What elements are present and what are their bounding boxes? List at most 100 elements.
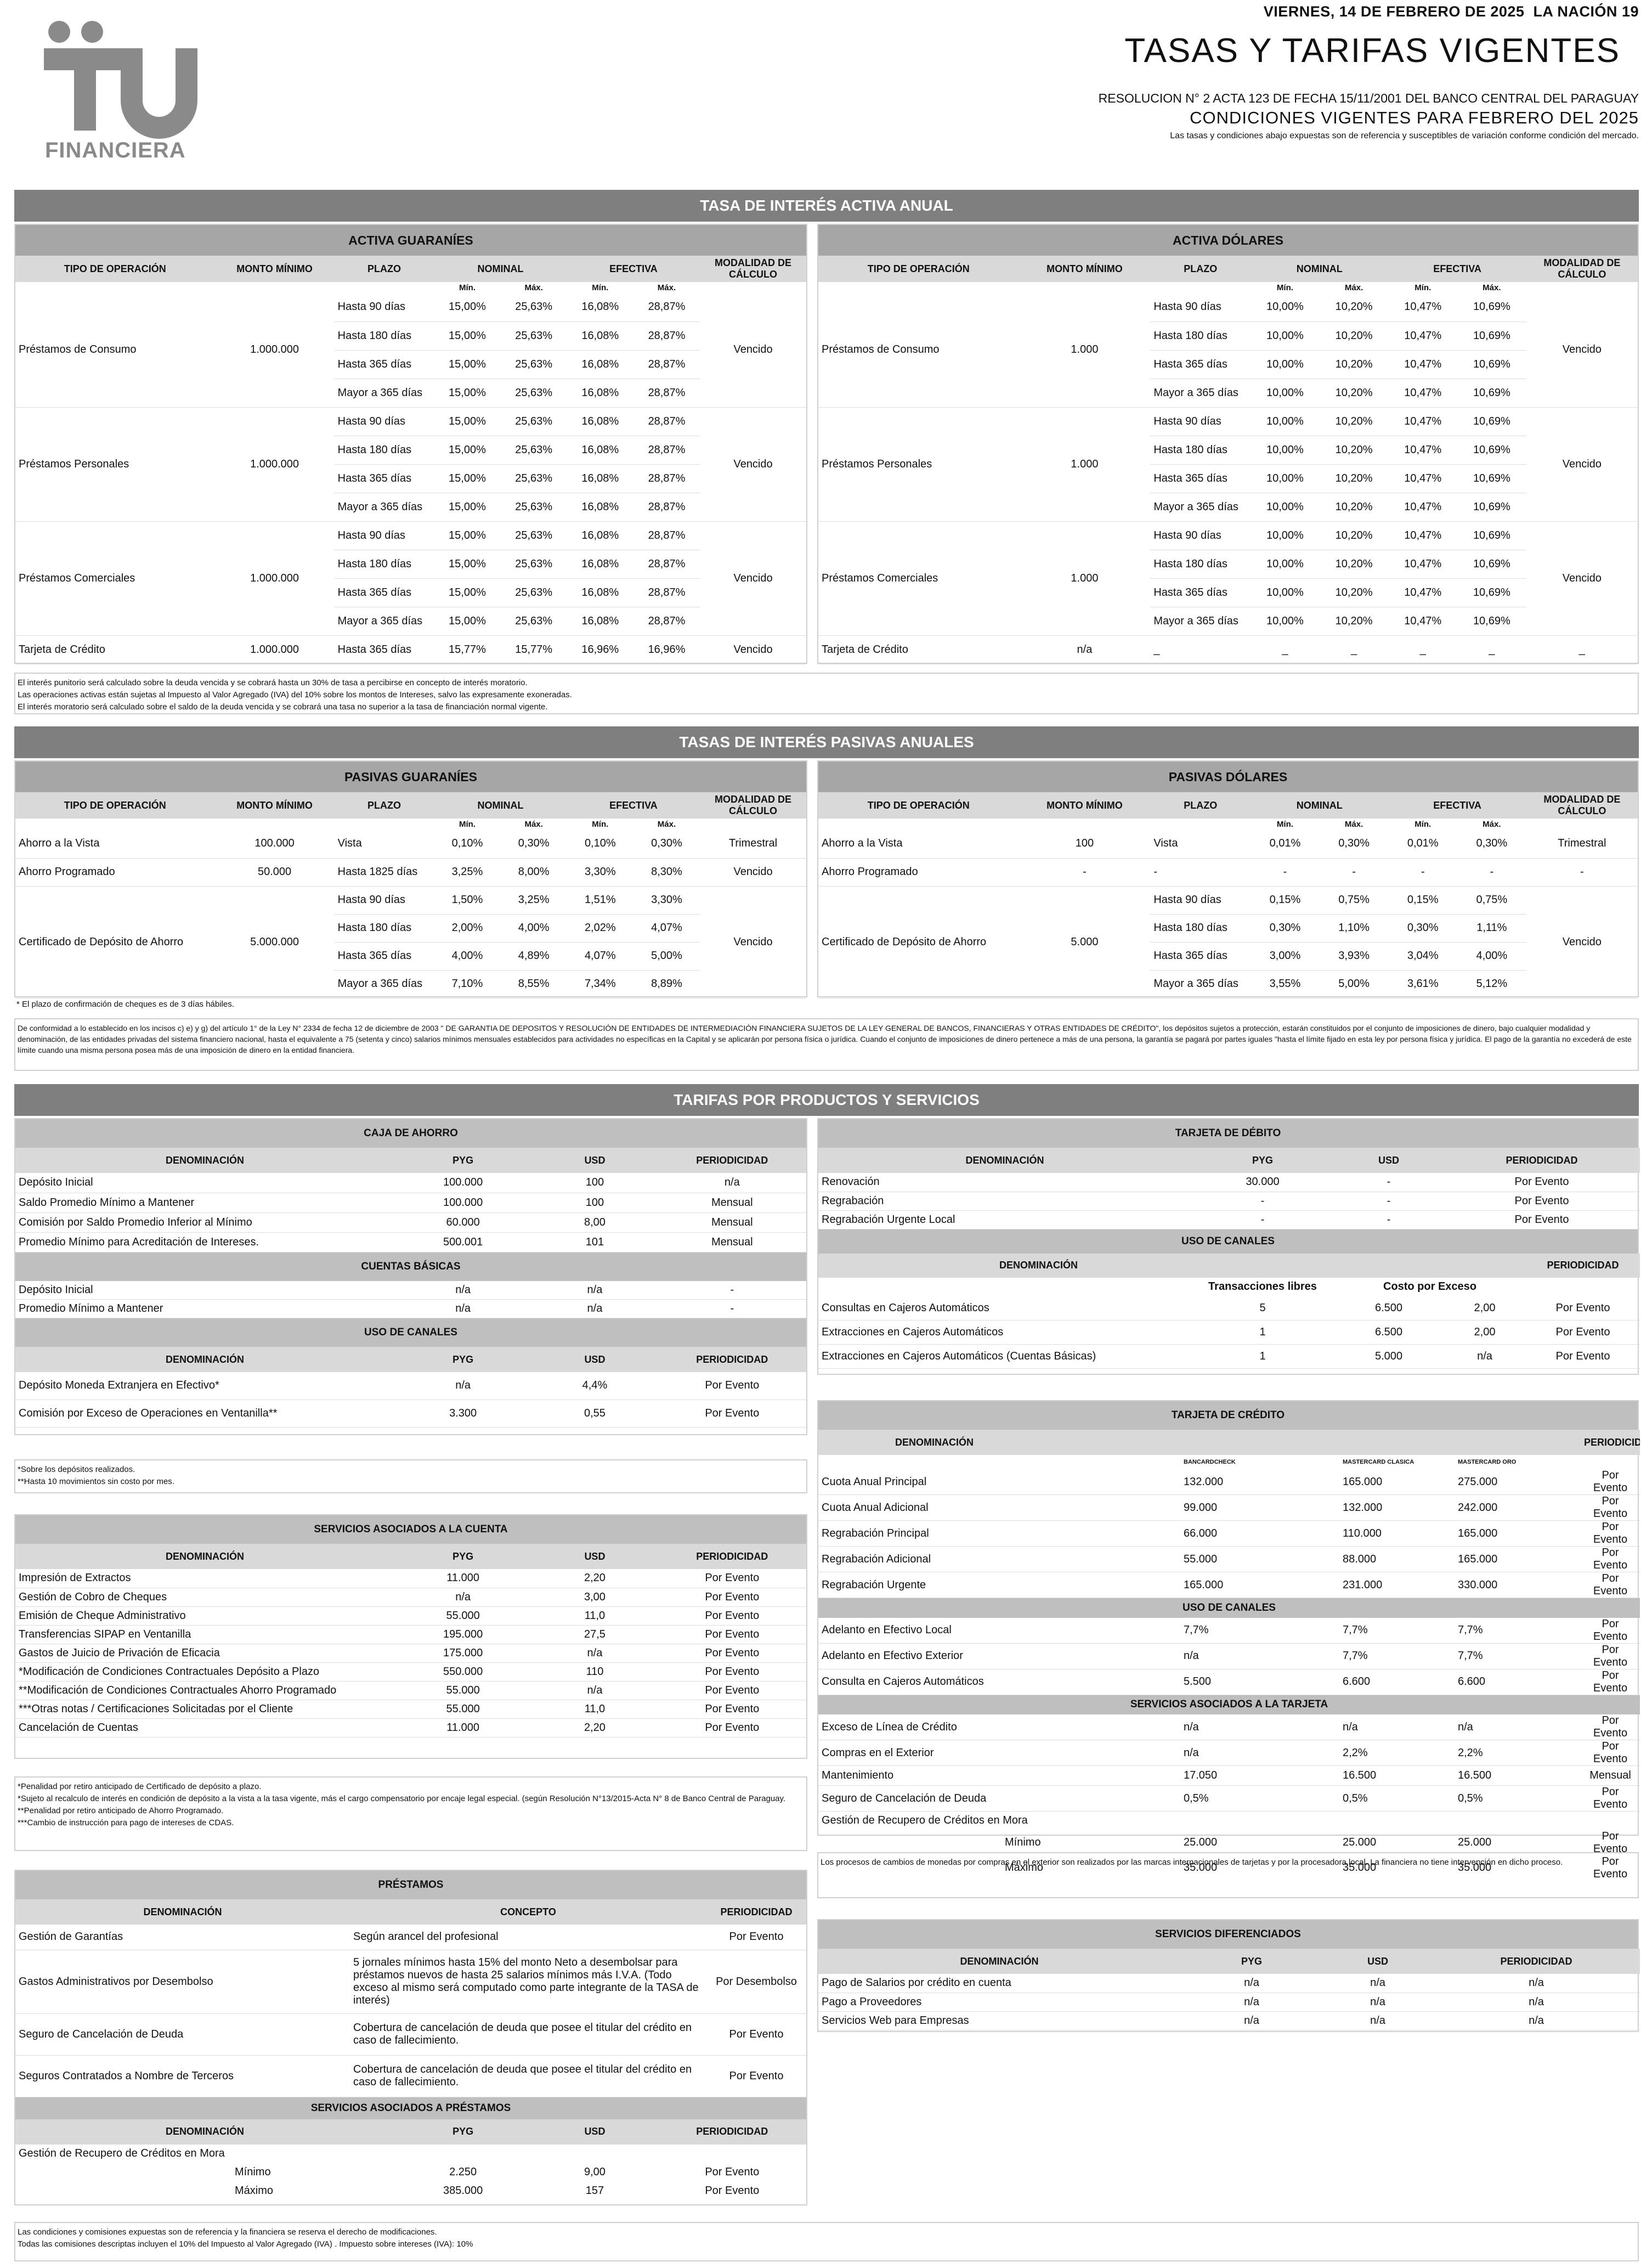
sub-title: ACTIVA DÓLARES — [818, 225, 1638, 256]
table-row: Regrabación - - Por Evento — [818, 1192, 1640, 1211]
calc-mode: Vencido — [700, 293, 806, 408]
nominal-min: - — [1251, 858, 1320, 887]
col-per: PERIODICIDAD — [706, 1899, 806, 1925]
table-row: Hasta 180 días 15,00% 25,63% 16,08% 28,87% — [15, 321, 806, 351]
cell: 7,7% — [1180, 1617, 1339, 1644]
col-blank — [1019, 819, 1151, 830]
cell: Adelanto en Efectivo Exterior — [818, 1643, 1180, 1669]
nominal-max: 10,20% — [1319, 407, 1389, 436]
cell: Mensual — [658, 1232, 806, 1253]
effective-max: 5,12% — [1457, 970, 1526, 998]
blank — [818, 1455, 1180, 1469]
effective-min: 4,07% — [567, 942, 633, 971]
sub-title: ACTIVA GUARANÍES — [15, 225, 806, 256]
cell: 16.500 — [1455, 1765, 1581, 1786]
effective-max: 28,87% — [633, 464, 700, 493]
col-per: PERIODICIDAD — [1433, 1949, 1640, 1974]
table-row: Gastos Administrativos por Desembolso 5 j… — [15, 1950, 806, 2014]
cell: 0,5% — [1339, 1785, 1455, 1812]
mora-label: Gestión de Recupero de Créditos en Mora — [822, 1814, 1028, 1827]
cell: 0,5% — [1180, 1785, 1339, 1812]
effective-min: - — [1388, 858, 1458, 887]
effective-min: 16,08% — [567, 350, 633, 379]
col-min: Mín. — [434, 819, 501, 830]
cell: 165.000 — [1455, 1520, 1581, 1547]
sub-title: SERVICIOS ASOCIADOS A LA TARJETA — [818, 1695, 1640, 1714]
cell: Gestión de Garantías — [15, 1925, 350, 1950]
cell: 100.000 — [394, 1173, 532, 1193]
term: Hasta 90 días — [334, 293, 434, 322]
table-row: Renovación 30.000- Por Evento — [818, 1173, 1640, 1192]
serv-prest-grid: DENOMINACIÓN PYG USD PERIODICIDAD Gestión de… — [15, 2119, 806, 2201]
dateline: VIERNES, 14 DE FEBRERO DE 2025 — [1263, 3, 1525, 20]
cell: 5 jornales mínimos hasta 15% del monto N… — [350, 1950, 706, 2014]
term: Hasta 365 días — [334, 350, 434, 379]
tu-financiera-logo — [44, 21, 197, 139]
note-line: **Penalidad por retiro anticipado de Aho… — [18, 1806, 224, 1815]
page-title: TASAS Y TARIFAS VIGENTES — [1124, 32, 1620, 70]
cell: Por Evento — [1581, 1494, 1640, 1521]
min-amount: 5.000 — [1019, 886, 1151, 998]
col-blank — [818, 282, 1019, 293]
cell: Por Evento — [1581, 1669, 1640, 1695]
cell: Por Evento — [705, 2185, 760, 2197]
note-line: *Penalidad por retiro anticipado de Cert… — [18, 1782, 262, 1791]
cell: Por Evento — [1526, 1320, 1640, 1345]
col-concepto: CONCEPTO — [350, 1899, 706, 1925]
cell: 132.000 — [1339, 1494, 1455, 1521]
cell: Pago de Salarios por crédito en cuenta — [818, 1974, 1180, 1993]
cell: Depósito Inicial — [15, 1173, 394, 1193]
cell: Promedio Mínimo a Mantener — [15, 1299, 394, 1318]
table-row: Promedio Mínimo para Acreditación de Int… — [15, 1232, 806, 1253]
cell: Seguro de Cancelación de Deuda — [818, 1785, 1180, 1812]
nominal-max: 10,20% — [1319, 578, 1389, 607]
cell: Cuota Anual Adicional — [818, 1494, 1180, 1521]
pasiva-banner: TASAS DE INTERÉS PASIVAS ANUALES — [14, 726, 1639, 758]
cell: 100 — [531, 1193, 658, 1213]
table-row: Ahorro Programado 50.000 Hasta 1825 días 3,… — [15, 858, 806, 887]
calc-mode: Vencido — [700, 521, 806, 636]
effective-max: - — [1457, 858, 1526, 887]
fee-grid: DENOMINACIÓN PYG USD PERIODICIDAD Pago de Sa… — [818, 1949, 1640, 2030]
cell: 2,00 — [1444, 1296, 1526, 1321]
effective-min: 16,08% — [567, 521, 633, 550]
col-plazo: PLAZO — [1150, 256, 1251, 282]
operation-type: Ahorro Programado — [15, 858, 215, 887]
term: Hasta 180 días — [334, 914, 434, 943]
cell: n/a — [1433, 1974, 1640, 1993]
term: Hasta 365 días — [1150, 942, 1251, 971]
cell: 16.500 — [1339, 1765, 1455, 1786]
table-row: Mayor a 365 días 15,00% 25,63% 16,08% 28,87% — [15, 379, 806, 408]
effective-max: 28,87% — [633, 550, 700, 579]
term: Vista — [1150, 830, 1251, 859]
effective-max: 10,69% — [1457, 521, 1526, 550]
term: Hasta 90 días — [334, 886, 434, 915]
nominal-min: 15,00% — [434, 493, 501, 522]
cell: Mensual — [1581, 1765, 1640, 1786]
cell: n/a — [531, 1681, 658, 1700]
nominal-max: 0,75% — [1319, 886, 1389, 915]
nominal-max: 25,63% — [500, 321, 567, 351]
table-row: Depósito Inicial n/a n/a - — [15, 1280, 806, 1300]
cell: n/a — [394, 1299, 532, 1318]
nominal-max: 3,25% — [500, 886, 567, 915]
effective-max: 10,69% — [1457, 464, 1526, 493]
effective-max: 10,69% — [1457, 350, 1526, 379]
effective-min: 7,34% — [567, 970, 633, 998]
pasiva-note-2: De conformidad a lo establecido en los i… — [14, 1018, 1639, 1071]
cell: n/a — [1323, 1993, 1433, 2012]
blank — [1526, 1278, 1640, 1296]
col-blank — [334, 819, 434, 830]
note-line: El interés moratorio será calculado sobr… — [18, 702, 548, 712]
cell: 330.000 — [1455, 1572, 1581, 1598]
cell: 242.000 — [1455, 1494, 1581, 1521]
prestamos-grid: DENOMINACIÓN CONCEPTO PERIODICIDAD Gestión … — [15, 1899, 806, 2097]
calc-mode: Vencido — [700, 635, 806, 664]
col-efectiva: EFECTIVA — [567, 256, 700, 282]
col-min: Mín. — [1388, 819, 1458, 830]
cell: Por Evento — [1581, 1617, 1640, 1644]
cell: 60.000 — [394, 1212, 532, 1233]
table-row: Consultas en Cajeros Automáticos 5 6.500 2,… — [818, 1296, 1640, 1321]
nominal-min: 15,00% — [434, 350, 501, 379]
nominal-min: 3,25% — [434, 858, 501, 887]
